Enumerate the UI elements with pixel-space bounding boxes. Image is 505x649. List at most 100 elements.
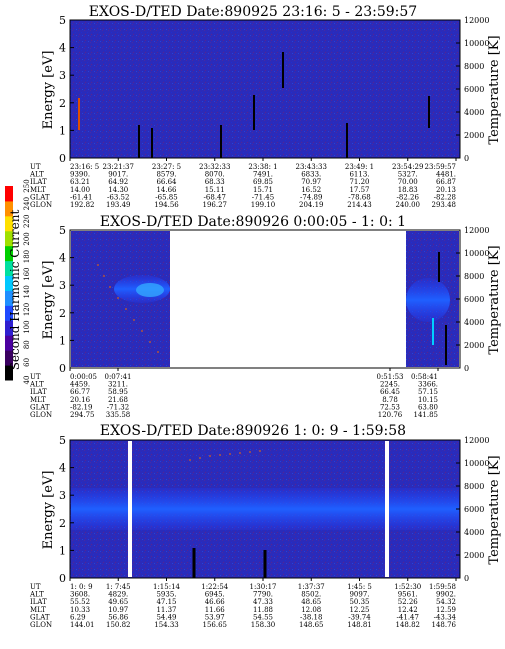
panel-3-band — [71, 488, 459, 530]
colorbar-swatch — [5, 230, 13, 247]
colorbar-label: Second Harmonic Current — [8, 210, 22, 371]
panel-3-y2tick-label: 4000 — [464, 528, 484, 537]
panel-1-table-cell: 9390. — [70, 171, 90, 179]
panel-3-y2tick-label: 8000 — [464, 482, 484, 491]
panel-1-table-cell: 15.11 — [205, 186, 225, 194]
panel-1-table-cell: 214.43 — [347, 201, 372, 209]
panel-3-table-cell: 1:37:37 — [298, 583, 325, 591]
panel-1-table-cell: -63.52 — [107, 193, 129, 201]
panel-1-table-cell: 14.66 — [156, 186, 177, 194]
panel-3-table-cell: 1:30:17 — [250, 583, 277, 591]
panel-3-row-label: GLAT — [30, 613, 50, 621]
colorbar-swatch — [5, 305, 13, 321]
panel-3-table-cell: 1: 0: 9 — [70, 583, 93, 591]
panel-1-table-cell: 23:27: 5 — [152, 163, 181, 171]
panel-1-ytick-label: 4 — [59, 42, 66, 55]
panel-1-spikes — [78, 52, 430, 158]
panel-1-row-label: ALT — [29, 171, 44, 179]
colorbar-tick-label: 80 — [23, 340, 31, 349]
panel-3-table-cell: 148.82 — [396, 621, 421, 629]
panel-3-ylabel: Energy [eV] — [41, 471, 56, 550]
panel-1-table-cell: -61.41 — [70, 193, 92, 201]
panel-1-table-cell: 63.21 — [70, 178, 90, 186]
panel-1-y2tick-label: 4000 — [464, 108, 484, 117]
panel-3-ytick-label: 4 — [59, 462, 66, 475]
panel-1-table-cell: 5327. — [398, 171, 418, 179]
panel-2-table-cell: 72.53 — [380, 403, 400, 411]
panel-1-table-cell: 4481. — [436, 171, 456, 179]
panel-3-table-cell: 6945. — [205, 591, 225, 599]
panel-2-ytick-label: 5 — [59, 224, 66, 237]
colorbar-tick-label: 240 — [23, 197, 31, 210]
panel-3-table-cell: 9902. — [436, 591, 456, 599]
panel-1-table-cell: -74.89 — [300, 193, 322, 201]
panel-1-table-cell: -78.68 — [348, 193, 370, 201]
panel-2-row-label: GLON — [30, 411, 52, 419]
panel-3-y2tick-label: 6000 — [464, 505, 484, 514]
colorbar-tick-label: 120 — [23, 303, 31, 316]
panel-3-ytick-label: 3 — [59, 489, 66, 502]
panel-1-table-cell: 23:59:57 — [425, 163, 456, 171]
panel-2-y2tick-label: 4000 — [464, 318, 484, 327]
panel-1-table-cell: 70.97 — [301, 178, 321, 186]
panel-1-ytick-label: 3 — [59, 69, 66, 82]
colorbar-swatch — [5, 245, 13, 262]
panel-3-table-cell: 12.08 — [301, 606, 321, 614]
panel-3-spikes — [192, 548, 267, 578]
panel-2-y2tick-label: 0 — [464, 364, 469, 373]
colorbar-tick-label: 60 — [23, 358, 31, 367]
panel-1-table-cell: 23:43:33 — [296, 163, 327, 171]
panel-2-y2tick-label: 2000 — [464, 341, 484, 350]
panel-3-title: EXOS-D/TED Date:890926 1: 0: 9 - 1:59:58 — [100, 423, 406, 439]
panel-3-gap-2 — [385, 441, 389, 577]
panel-2-title: EXOS-D/TED Date:890926 0:00:05 - 1: 0: 1 — [100, 214, 406, 230]
panel-1-table-cell: 192.82 — [70, 201, 95, 209]
panel-3-table-cell: 54.32 — [436, 598, 456, 606]
panel-3-table-cell: 54.49 — [156, 613, 176, 621]
panel-1-table-cell: 71.20 — [349, 178, 369, 186]
colorbar: 40 60 80 100 120 140 160 180 200 220 240 250 Second… — [5, 179, 31, 384]
panel-2-table-cell: 0:00:05 — [70, 373, 97, 381]
panel-1-table-cell: 6833. — [301, 171, 321, 179]
panel-3-row-label: ALT — [29, 591, 44, 599]
colorbar-tick-label: 200 — [23, 232, 31, 245]
panel-1-ytick-label: 5 — [59, 14, 66, 27]
panel-1-y2tick-label: 8000 — [464, 62, 484, 71]
panel-2-table-cell: 8.78 — [382, 396, 398, 404]
panel-2-y2tick-label: 8000 — [464, 272, 484, 281]
colorbar-swatch — [5, 290, 13, 306]
panel-1-table-cell: 193.49 — [106, 201, 131, 209]
panel-1-ytick-label: 0 — [59, 152, 66, 165]
panel-1-ytick-label: 2 — [59, 97, 66, 110]
colorbar-swatch — [5, 350, 13, 366]
panel-3-ytick-label: 5 — [59, 434, 66, 447]
panel-2-band-core — [136, 283, 164, 297]
panel-2-ytick-label: 0 — [59, 362, 66, 375]
panel-1-table-cell: 194.56 — [154, 201, 179, 209]
panel-1-table-cell: 196.27 — [203, 201, 228, 209]
panel-1-table-cell: 15.71 — [253, 186, 273, 194]
panel-3-table-cell: 12.59 — [436, 606, 456, 614]
panel-3-table-cell: 47.33 — [253, 598, 273, 606]
panel-1-row-label: MLT — [30, 186, 46, 194]
panel-3-gap-1 — [128, 441, 132, 577]
panel-2-row-label: ILAT — [30, 388, 47, 396]
panel-1-table-cell: -82.28 — [434, 193, 456, 201]
panel-2-dots — [97, 264, 159, 353]
panel-1-table-cell: 199.10 — [251, 201, 276, 209]
panel-1: EXOS-D/TED Date:890925 23:16: 5 - 23:59:… — [29, 4, 502, 209]
panel-1-title: EXOS-D/TED Date:890925 23:16: 5 - 23:59:… — [89, 4, 417, 20]
panel-1-table-cell: 204.19 — [299, 201, 324, 209]
panel-3-table-cell: 1:52:30 — [394, 583, 421, 591]
panel-1-ylabel: Energy [eV] — [41, 51, 56, 130]
panel-3-row-label: MLT — [30, 606, 46, 614]
colorbar-tick-label: 250 — [23, 179, 31, 192]
panel-3-row-label: ILAT — [30, 598, 47, 606]
panel-1-y2tick-label: 12000 — [464, 16, 489, 25]
panel-2-table-cell: 0:58:41 — [411, 373, 438, 381]
panel-2-table-cell: 63.80 — [418, 403, 438, 411]
panel-1-table-cell: -71.45 — [252, 193, 274, 201]
panel-3-table-cell: 11.66 — [205, 606, 226, 614]
colorbar-swatch — [5, 335, 13, 351]
